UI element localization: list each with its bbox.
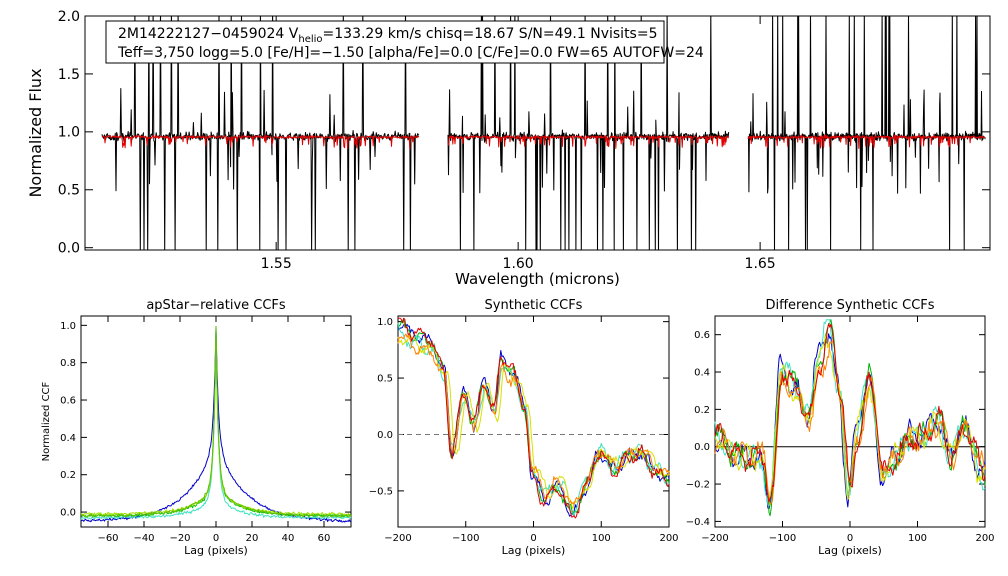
y-tick-label: 0.0 xyxy=(377,430,393,441)
x-tick-label: −40 xyxy=(133,533,154,544)
y-tick-label: 0.0 xyxy=(58,241,80,257)
x-tick-label: 60 xyxy=(318,533,331,544)
x-tick-label: 1.60 xyxy=(503,256,534,272)
ccf-line-0 xyxy=(397,323,670,517)
x-tick-label: −200 xyxy=(701,533,728,544)
x-tick-label: 40 xyxy=(282,533,295,544)
model-spectrum-line xyxy=(447,134,730,149)
spectrum-panel: 1.55 1.60 1.65 0.0 0.5 1.0 1.5 2.0 Wavelength (m… xyxy=(26,9,991,288)
x-tick-label: 1.55 xyxy=(261,256,292,272)
y-tick-label: 1.0 xyxy=(60,321,76,332)
apstar-ccf-panel: −60 −40 −20 0 20 40 60 0.0 0.2 0.4 0.6 0.8 1.0 Lag (p… xyxy=(41,298,352,557)
ccf-line-3 xyxy=(714,334,986,502)
ccf-line-3 xyxy=(397,335,670,509)
observed-spectrum-line xyxy=(101,16,420,250)
ccf-line-3 xyxy=(80,332,352,516)
ccf-line-2 xyxy=(714,319,986,507)
y-tick-label: 1.0 xyxy=(377,317,393,328)
y-tick-label: 0.5 xyxy=(377,374,393,385)
chart-title: apStar−relative CCFs xyxy=(146,298,286,313)
y-tick-label: 1.0 xyxy=(58,125,80,141)
annotation-suffix: =133.29 km/s chisq=18.67 S/N=49.1 Nvisit… xyxy=(323,26,658,42)
observed-spectrum-line xyxy=(747,16,986,250)
annotation-line-2: Teff=3,750 logg=5.0 [Fe/H]=−1.50 [alpha/… xyxy=(117,45,704,61)
y-tick-label: −0.2 xyxy=(686,480,710,491)
x-tick-label: 0 xyxy=(530,533,536,544)
y-axis-label: Normalized Flux xyxy=(26,68,45,197)
annotation-box xyxy=(105,20,665,64)
x-tick-label: −60 xyxy=(97,533,118,544)
x-tick-label: −200 xyxy=(384,533,411,544)
model-spectrum-line xyxy=(747,134,986,149)
y-tick-label: 0.0 xyxy=(694,442,710,453)
x-axis-label: Lag (pixels) xyxy=(184,544,248,557)
ccf-line-1 xyxy=(397,318,670,515)
synthetic-ccf-panel: −200 −100 0 100 200 −0.5 0.0 0.5 1.0 Lag (pixels)… xyxy=(369,298,679,557)
y-tick-label: 0.6 xyxy=(60,396,76,407)
annotation-prefix: 2M14222127−0459024 V xyxy=(118,26,299,42)
y-axis-label: Normalized CCF xyxy=(41,381,52,461)
y-tick-label: 1.5 xyxy=(58,67,80,83)
ccf-line-4 xyxy=(80,325,352,518)
y-tick-label: 0.4 xyxy=(694,368,710,379)
x-axis-label: Lag (pixels) xyxy=(502,544,566,557)
y-tick-label: −0.4 xyxy=(686,517,710,528)
y-tick-label: −0.5 xyxy=(369,486,393,497)
x-tick-label: 1.65 xyxy=(745,256,776,272)
chart-title: Synthetic CCFs xyxy=(485,298,583,313)
x-tick-label: −20 xyxy=(169,533,190,544)
plot-frame xyxy=(397,315,670,528)
x-tick-label: −100 xyxy=(452,533,479,544)
x-tick-label: 0 xyxy=(847,533,853,544)
x-tick-label: 20 xyxy=(246,533,259,544)
y-tick-label: 0.6 xyxy=(694,330,710,341)
annotation-line-1: 2M14222127−0459024 Vhelio=133.29 km/s ch… xyxy=(118,26,658,45)
x-tick-label: 0 xyxy=(213,533,219,544)
y-tick-label: 0.4 xyxy=(60,433,76,444)
chart-title: Difference Synthetic CCFs xyxy=(765,298,934,313)
x-axis-label: Lag (pixels) xyxy=(818,544,882,557)
ccf-line-5 xyxy=(714,323,986,503)
y-tick-label: 0.8 xyxy=(60,358,76,369)
ccf-line-5 xyxy=(398,317,670,519)
x-axis-label: Wavelength (microns) xyxy=(455,270,620,288)
y-tick-label: 2.0 xyxy=(58,9,80,25)
x-tick-label: 100 xyxy=(908,533,927,544)
x-tick-label: 100 xyxy=(592,533,611,544)
annotation-subscript: helio xyxy=(298,34,322,45)
y-tick-label: 0.0 xyxy=(60,508,76,519)
y-tick-label: 0.5 xyxy=(58,183,80,199)
ccf-line-2 xyxy=(397,322,670,517)
y-tick-label: 0.2 xyxy=(694,405,710,416)
y-tick-label: 0.2 xyxy=(60,470,76,481)
difference-ccf-panel: −200 −100 0 100 200 −0.4 −0.2 0.0 0.2 0.4 0.6 Lag (… xyxy=(686,298,995,557)
x-tick-label: 200 xyxy=(975,533,994,544)
x-tick-label: −100 xyxy=(769,533,796,544)
model-spectrum-line xyxy=(101,134,420,150)
x-tick-label: 200 xyxy=(659,533,678,544)
